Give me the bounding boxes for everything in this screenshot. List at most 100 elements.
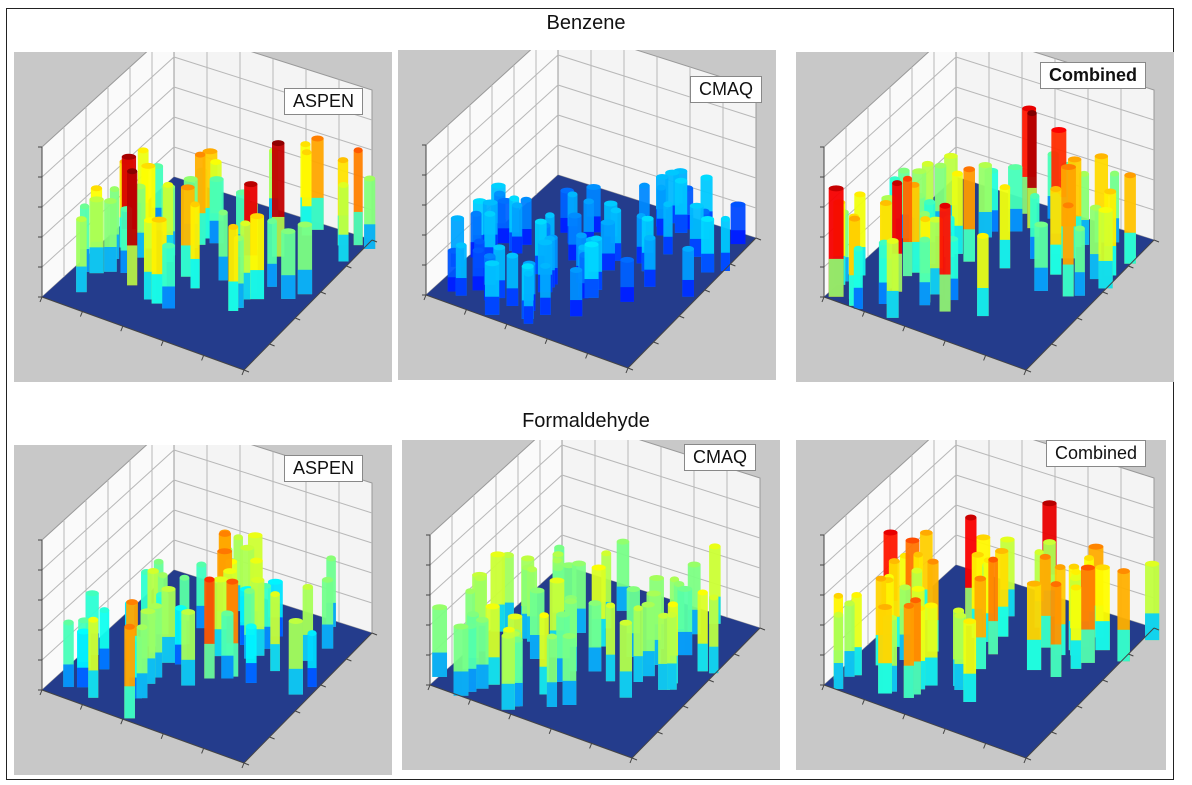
surface-column: [76, 216, 87, 293]
tick-mark: [1077, 317, 1083, 321]
model-label: Combined: [1040, 62, 1146, 89]
tick-mark: [1153, 627, 1160, 631]
tick-mark: [679, 315, 685, 319]
surface-column: [353, 147, 363, 246]
grid-line: [429, 474, 761, 596]
tick-mark: [320, 684, 326, 688]
surface-column: [124, 623, 135, 719]
surface-column: [506, 252, 519, 306]
tick-mark: [983, 355, 987, 361]
tick-mark: [759, 627, 766, 631]
surface-column: [641, 601, 655, 677]
surface-column: [1098, 206, 1113, 289]
grid-line: [823, 504, 1155, 626]
surface-column: [939, 202, 951, 312]
tick-mark: [1051, 731, 1057, 735]
tick-mark: [861, 311, 865, 317]
grid-line: [41, 509, 373, 631]
surface-column: [88, 616, 99, 698]
surface-column: [432, 604, 448, 677]
model-label: Combined: [1046, 440, 1147, 467]
surface-column: [501, 632, 515, 710]
surface-column: [853, 245, 863, 309]
surface-column: [605, 602, 616, 682]
surface-column: [472, 247, 484, 291]
tick-mark: [79, 311, 83, 317]
surface-column: [221, 610, 234, 679]
surface-column: [190, 201, 200, 289]
tick-mark: [629, 757, 633, 764]
surface-column: [730, 201, 746, 245]
surface-column: [281, 228, 296, 299]
surface-column: [455, 242, 467, 296]
surface-column: [616, 538, 630, 611]
tick-mark: [683, 705, 689, 709]
grid-line: [41, 479, 373, 601]
tick-mark: [241, 369, 245, 376]
tick-mark: [585, 353, 589, 359]
surface-plot: [796, 52, 1174, 382]
tick-mark: [160, 733, 164, 739]
surface-column: [297, 221, 313, 295]
surface-column: [620, 256, 634, 302]
surface-column: [610, 207, 622, 261]
surface-column: [1074, 225, 1085, 296]
surface-column: [851, 592, 862, 676]
surface-plot: [398, 50, 776, 380]
surface-column: [539, 612, 549, 695]
surface-column: [588, 600, 602, 672]
tick-mark: [243, 369, 250, 373]
panel-formaldehyde-cmaq: CMAQ: [402, 440, 780, 770]
surface-column: [644, 234, 656, 287]
surface-column: [301, 149, 312, 236]
surface-column: [619, 619, 632, 698]
grid-line: [823, 474, 1155, 596]
surface-column: [977, 232, 989, 317]
surface-column: [910, 597, 921, 695]
tick-mark: [902, 326, 906, 332]
surface-column: [174, 605, 187, 665]
surface-column: [1026, 580, 1042, 671]
tick-mark: [427, 684, 431, 691]
surface-column: [204, 576, 215, 679]
surface-column: [311, 135, 324, 230]
tick-mark: [657, 731, 663, 735]
tick-mark: [1077, 705, 1083, 709]
tick-mark: [861, 699, 865, 705]
tick-mark: [371, 632, 378, 636]
tick-mark: [1025, 757, 1032, 761]
surface-column: [844, 600, 855, 677]
surface-column: [1050, 581, 1062, 678]
surface-column: [919, 236, 931, 306]
tick-mark: [371, 239, 378, 243]
surface-column: [658, 612, 670, 690]
surface-column: [228, 223, 239, 311]
surface-column: [720, 215, 730, 271]
tick-mark: [942, 340, 946, 346]
surface-column: [484, 260, 500, 315]
surface-column: [663, 201, 673, 255]
surface-column: [833, 611, 844, 689]
surface-column: [828, 185, 844, 297]
tick-mark: [423, 294, 427, 301]
surface-column: [77, 628, 91, 688]
tick-mark: [320, 291, 326, 295]
surface-column: [288, 618, 303, 695]
surface-column: [689, 202, 704, 257]
surface-column: [633, 605, 643, 682]
tick-mark: [631, 757, 638, 761]
surface-column: [475, 616, 489, 689]
tick-mark: [201, 355, 205, 361]
tick-mark: [1128, 653, 1134, 657]
surface-column: [511, 202, 523, 254]
tick-mark: [902, 714, 906, 720]
surface-column: [364, 175, 376, 249]
surface-column: [63, 619, 74, 688]
tick-mark: [39, 296, 43, 303]
surface-column: [218, 209, 228, 281]
tick-mark: [1025, 369, 1032, 373]
tick-mark: [120, 326, 124, 332]
surface-plot: [796, 440, 1166, 770]
tick-mark: [243, 762, 250, 766]
surface-column: [963, 618, 977, 702]
